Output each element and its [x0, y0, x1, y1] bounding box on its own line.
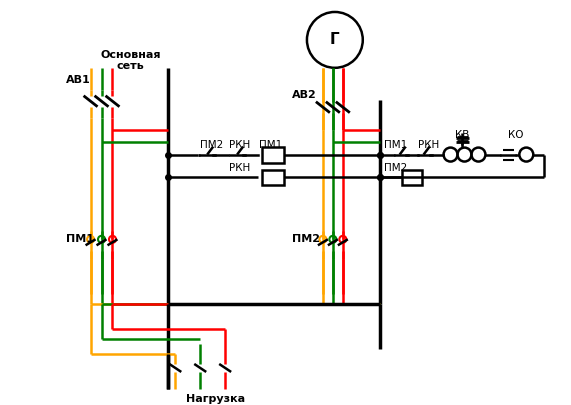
Text: Г: Г: [330, 32, 340, 47]
Text: АВ1: АВ1: [66, 75, 90, 85]
Text: ПМ1: ПМ1: [259, 140, 282, 149]
Text: РКН: РКН: [229, 140, 251, 149]
Text: РКН: РКН: [229, 162, 251, 173]
Text: Основная
сеть: Основная сеть: [100, 50, 160, 71]
Bar: [401, 170, 421, 185]
Text: ПМ2: ПМ2: [384, 162, 407, 173]
Text: ПМ1: ПМ1: [384, 140, 407, 149]
Text: РКН: РКН: [417, 140, 439, 149]
Text: Нагрузка: Нагрузка: [186, 394, 245, 404]
Bar: [262, 147, 284, 162]
Text: ПМ1: ПМ1: [66, 234, 94, 244]
Text: ПМ2: ПМ2: [200, 140, 223, 149]
Text: АВ2: АВ2: [292, 90, 317, 100]
Text: КО: КО: [508, 130, 523, 140]
Text: КВ: КВ: [455, 130, 470, 140]
Bar: [262, 170, 284, 185]
Text: ПМ2: ПМ2: [292, 234, 320, 244]
